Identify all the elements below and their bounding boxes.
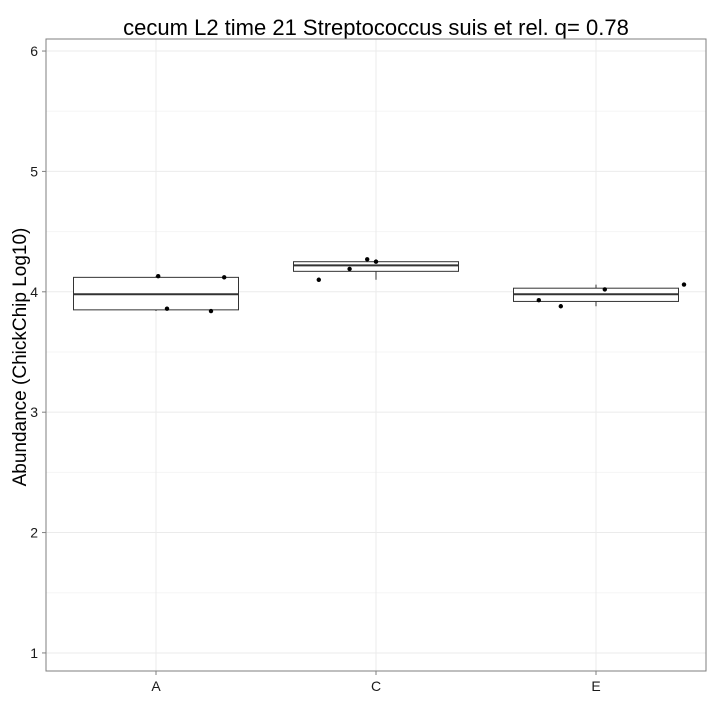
data-points (156, 257, 687, 314)
data-point (222, 275, 227, 280)
y-axis-label: Abundance (ChickChip Log10) (10, 228, 31, 487)
grid-lines (46, 39, 706, 671)
data-point (373, 259, 379, 264)
data-point (208, 308, 214, 314)
y-tick-label: 5 (30, 163, 38, 179)
y-tick-label: 3 (30, 404, 38, 420)
data-point (156, 273, 161, 279)
chart-title: cecum L2 time 21 Streptococcus suis et r… (123, 15, 629, 40)
data-point (681, 282, 687, 287)
y-tick-label: 2 (30, 525, 38, 541)
x-tick-label: E (591, 678, 600, 694)
data-point (558, 304, 563, 309)
x-tick-label: C (371, 678, 381, 694)
y-tick-label: 6 (30, 43, 38, 59)
boxplot-E (513, 284, 679, 307)
data-point (164, 306, 170, 311)
y-tick-label: 4 (30, 284, 38, 300)
x-tick-label: A (151, 678, 161, 694)
data-point (316, 277, 321, 282)
axis-ticks: 1 2 3 4 5 6 A C E (30, 43, 600, 694)
data-point (602, 287, 607, 292)
y-tick-label: 1 (30, 645, 38, 661)
boxplot-A (73, 276, 239, 312)
data-point (536, 298, 541, 303)
data-point (347, 266, 352, 272)
data-point (365, 257, 370, 262)
